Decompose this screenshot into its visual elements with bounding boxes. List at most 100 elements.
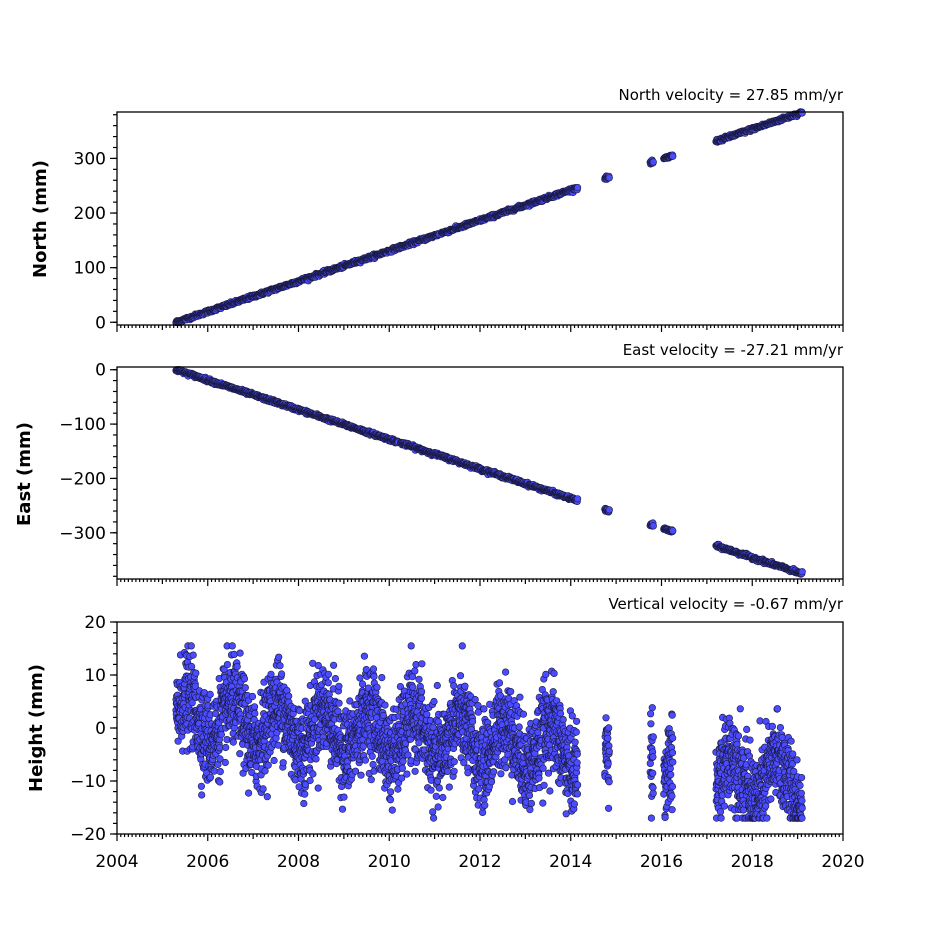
east-data-point [573,495,582,503]
height-data-point [296,706,304,715]
height-data-point [361,756,370,764]
north-data-point [649,158,657,166]
height-data-point [216,778,224,786]
height-data-point [450,758,458,766]
height-data-point [187,642,195,650]
height-data-point [370,672,378,681]
height-data-point [312,755,320,763]
height-points [172,642,806,822]
height-data-point [450,767,458,775]
height-data-point [248,692,257,701]
height-data-point [217,730,225,739]
east-ytick-label: −100 [59,415,106,435]
height-data-point [444,767,452,776]
height-data-point [245,789,253,797]
height-data-point [439,793,447,802]
height-data-point [229,738,237,746]
height-data-point [279,759,287,767]
vertical-velocity-title: Vertical velocity = -0.67 mm/yr [608,595,843,613]
height-data-point [192,669,200,677]
east-data-point [649,522,657,530]
height-data-point [222,743,230,752]
height-data-point [270,756,278,765]
height-data-point [418,687,426,696]
height-data-point [415,739,423,747]
height-data-point [399,757,407,765]
height-data-point [335,699,343,707]
height-data-point [278,670,286,678]
height-data-point [445,783,453,791]
north-ylabel: North (mm) [30,160,51,278]
height-data-point [423,710,431,719]
height-data-point [450,682,458,690]
height-data-point [411,767,419,775]
height-data-point [263,793,271,801]
height-data-point [434,803,442,811]
height-data-point [435,784,443,792]
east-ytick-label: −300 [59,524,106,544]
height-data-point [206,690,214,699]
height-data-point [233,662,241,671]
height-data-point [309,770,317,778]
height-data-point [324,670,333,678]
east-panel: East velocity = -27.21 mm/yr East (mm) 0… [14,341,844,586]
height-data-point [409,683,417,691]
height-data-point [430,697,438,706]
height-data-point [228,642,236,650]
height-data-point [369,760,377,769]
height-data-point [356,674,364,682]
north-panel: North velocity = 27.85 mm/yr North (mm) … [30,86,844,333]
height-data-point [381,701,389,709]
height-data-point [433,681,441,690]
height-data-point [357,771,365,779]
height-data-point [300,799,308,808]
height-data-point [264,761,272,769]
height-data-point [301,790,309,798]
height-data-point [306,776,314,785]
east-data-point [669,527,677,535]
height-data-point [221,758,229,767]
height-data-point [418,660,426,668]
north-data-point [798,109,806,117]
height-data-point [373,683,381,691]
height-data-point [429,808,437,816]
height-data-point [259,785,267,793]
height-data-point [417,694,426,702]
height-data-point [267,670,275,678]
height-data-point [230,650,238,659]
north-data-point [573,184,582,192]
height-data-point [360,652,369,660]
height-data-point [330,661,338,669]
height-data-point [241,684,249,692]
height-data-point [206,773,215,781]
height-data-point [197,782,205,790]
height-data-point [211,709,220,718]
height-data-point [198,791,206,799]
height-data-point [236,649,244,657]
height-data-point [387,788,395,796]
height-data-point [223,660,231,669]
east-data-point [798,568,806,576]
height-data-point [250,703,259,711]
east-data-point [605,506,613,514]
east-velocity-title: East velocity = -27.21 mm/yr [623,341,844,359]
height-data-point [415,675,423,683]
height-data-point [216,744,224,752]
height-data-point [340,793,348,801]
height-data-point [394,785,402,793]
height-data-point [331,674,340,683]
height-data-point [367,776,375,784]
height-data-point [358,680,367,688]
height-data-point [411,667,419,675]
height-data-point [338,805,347,813]
height-data-point [427,786,435,794]
north-points [172,108,806,327]
height-data-point [335,682,343,690]
height-data-point [407,642,415,650]
north-velocity-title: North velocity = 27.85 mm/yr [619,86,844,104]
height-data-point [251,709,259,718]
east-points [172,366,806,578]
height-data-point [388,806,396,814]
height-ylabel: Height (mm) [26,664,47,792]
